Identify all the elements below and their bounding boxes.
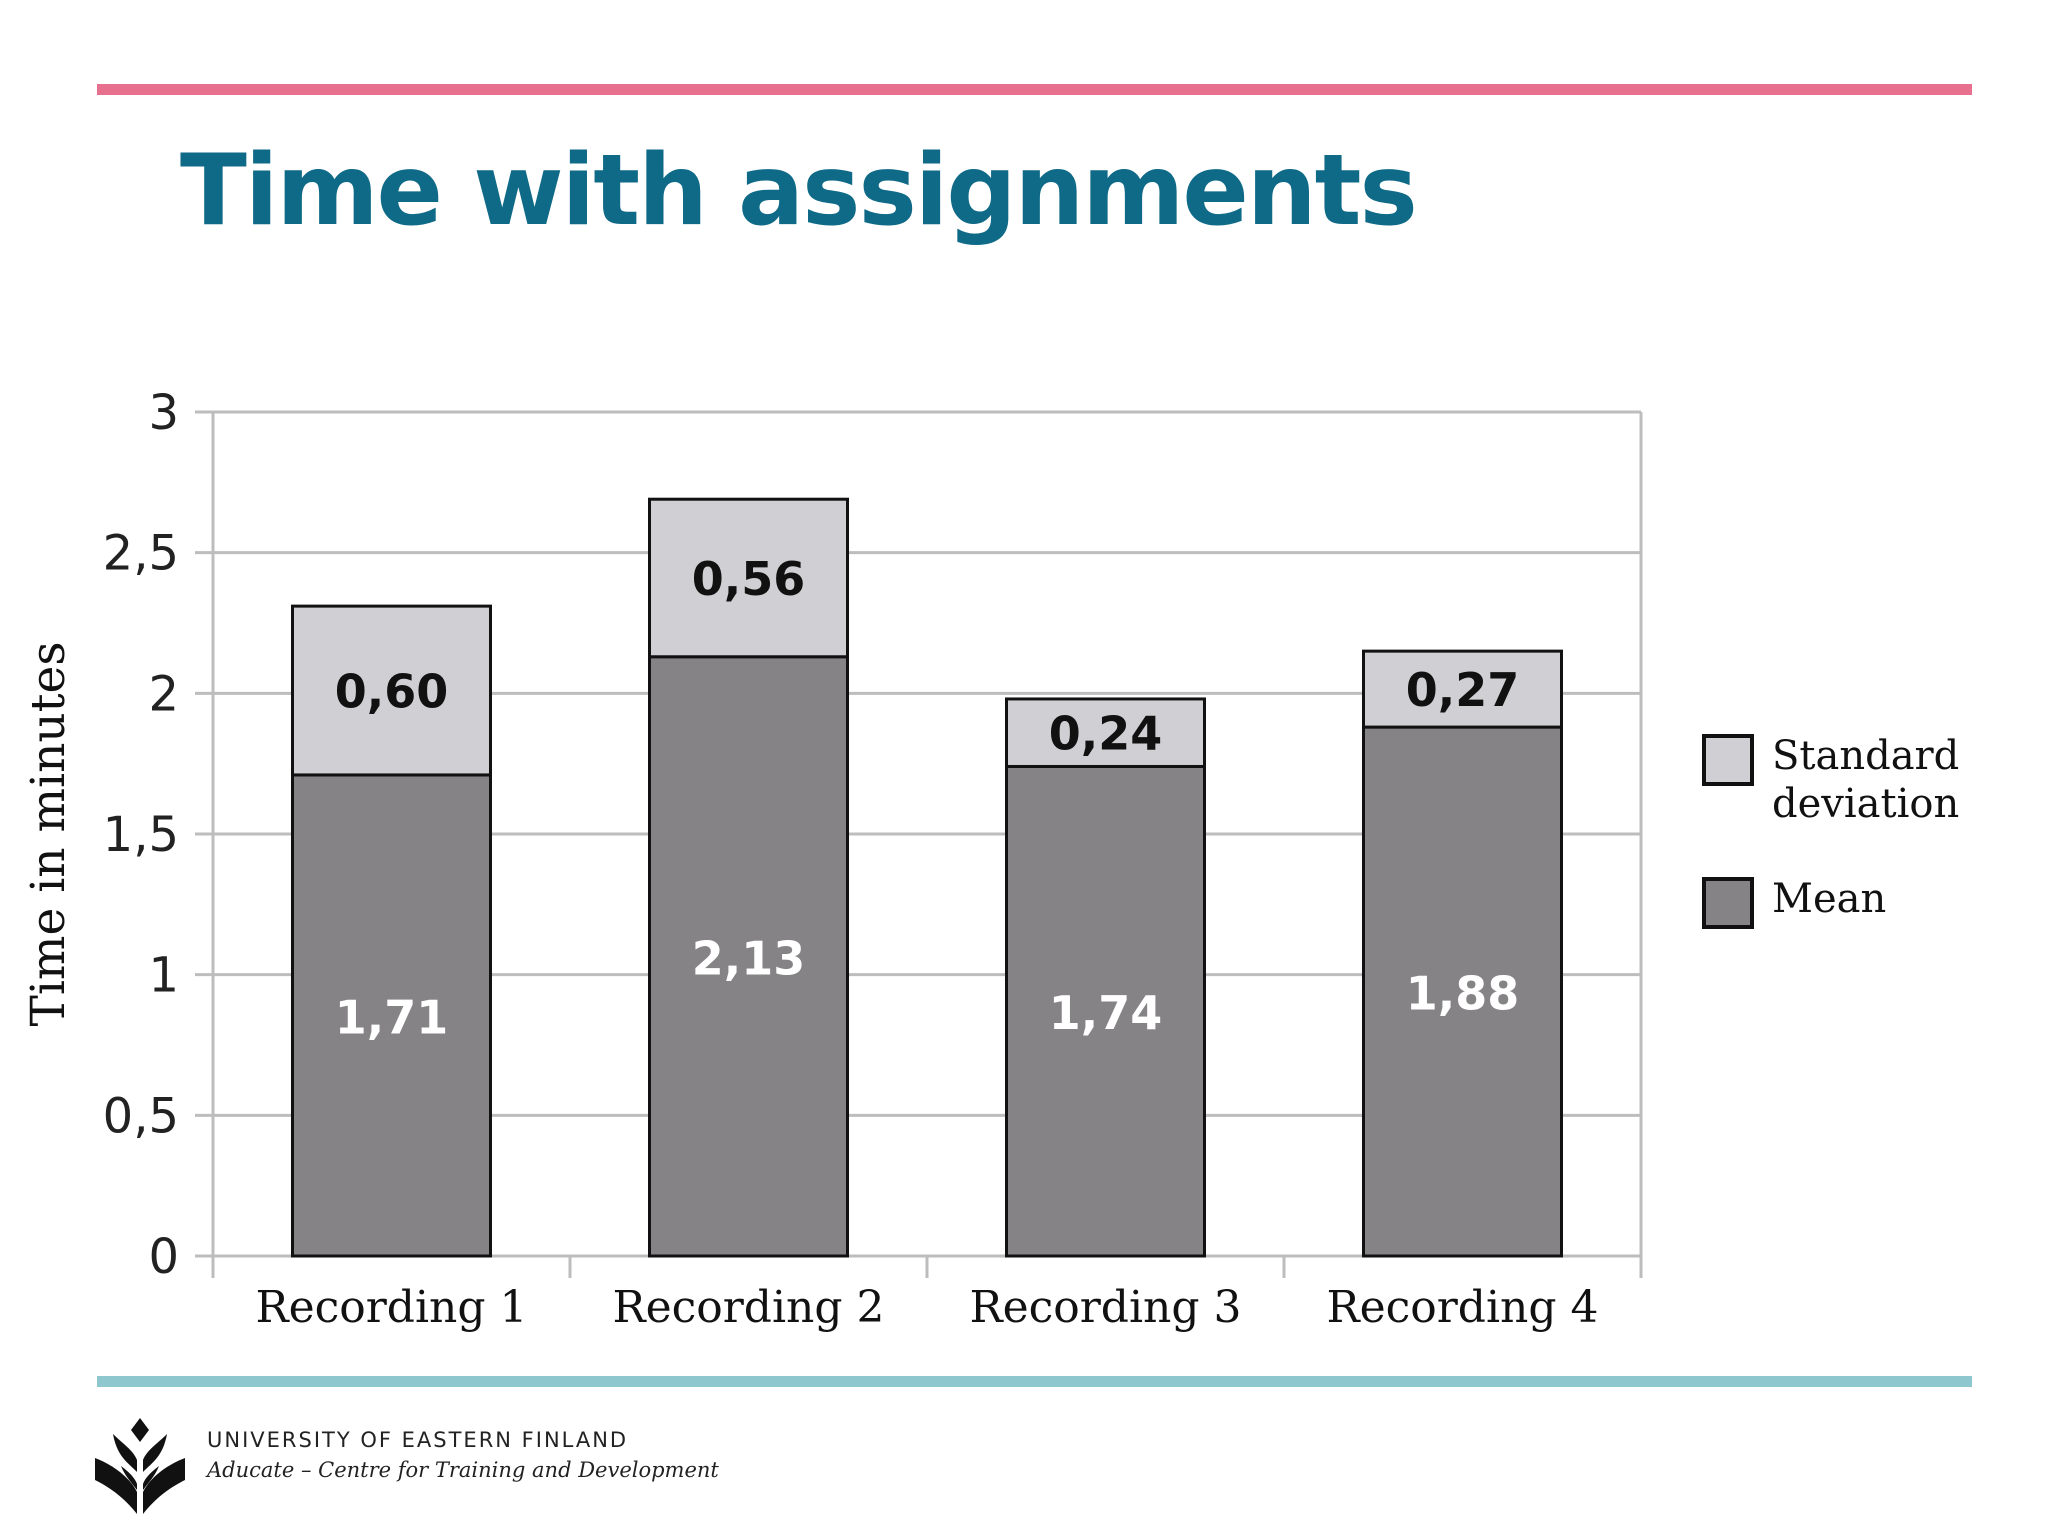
legend-label-std-dev-line1: Standard: [1772, 733, 1959, 779]
bar-mean-label: 1,88: [1406, 967, 1520, 1021]
bar-std-dev: [648, 497, 849, 659]
legend-swatch-mean: [1702, 877, 1754, 929]
bar-mean: [291, 773, 492, 1258]
bar-mean-label: 1,71: [335, 990, 449, 1044]
footer-unit-name: Aducate – Centre for Training and Develo…: [207, 1458, 719, 1482]
bar-std-dev-label: 0,56: [692, 552, 806, 606]
bar-mean-label: 2,13: [692, 931, 806, 985]
bar-std-dev: [1005, 697, 1206, 768]
bar-std-dev-label: 0,24: [1049, 707, 1163, 761]
top-accent-rule: [97, 84, 1972, 95]
legend-swatch-std-dev: [1702, 734, 1754, 786]
bar-mean: [648, 655, 849, 1258]
bar-mean: [1362, 725, 1563, 1258]
x-tick-label: Recording 1: [255, 1282, 527, 1333]
uef-logo-icon: [95, 1418, 185, 1514]
footer-organization: UNIVERSITY OF EASTERN FINLAND: [207, 1428, 629, 1452]
x-tick-label: Recording 2: [612, 1282, 884, 1333]
bar-std-dev: [291, 604, 492, 777]
x-tick-label: Recording 4: [1326, 1282, 1598, 1333]
bar-std-dev: [1362, 649, 1563, 729]
slide-title: Time with assignments: [180, 134, 1418, 248]
bar-std-dev-label: 0,60: [335, 665, 449, 719]
bar-std-dev-label: 0,27: [1406, 663, 1520, 717]
x-tick-label: Recording 3: [969, 1282, 1241, 1333]
chart: 0 0,5 1 1,5 2 2,5 3 Time in minutes 1,71 0,60 Reco…: [0, 290, 2048, 1360]
legend-label-mean: Mean: [1772, 876, 1886, 922]
bottom-accent-rule: [97, 1376, 1972, 1387]
bar-mean: [1005, 764, 1206, 1258]
bar-mean-label: 1,74: [1049, 986, 1163, 1040]
y-tick-label: 3: [148, 385, 179, 441]
y-tick-label: 0: [148, 1229, 179, 1285]
chart-svg: 0 0,5 1 1,5 2 2,5 3 Time in minutes 1,71 0,60 Reco…: [21, 385, 1959, 1333]
y-tick-label: 2,5: [103, 526, 179, 582]
y-tick-label: 2: [148, 666, 179, 722]
y-tick-label: 0,5: [103, 1088, 179, 1144]
legend-label-std-dev-line2: deviation: [1772, 781, 1959, 827]
y-tick-label: 1,5: [103, 807, 179, 863]
y-tick-label: 1: [148, 948, 179, 1004]
y-axis-title: Time in minutes: [21, 642, 76, 1027]
